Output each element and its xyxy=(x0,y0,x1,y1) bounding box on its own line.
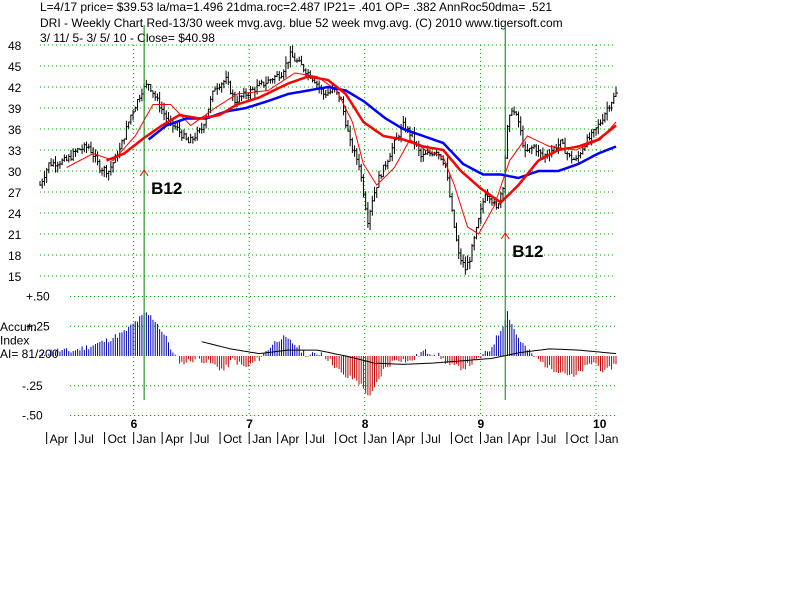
price-tick-label: 27 xyxy=(8,186,22,200)
year-label: 8 xyxy=(362,417,369,431)
accum-tick-label: +.25 xyxy=(26,319,50,333)
year-label: 7 xyxy=(246,417,253,431)
month-label: Jan xyxy=(137,432,156,446)
price-tick-label: 39 xyxy=(8,102,22,116)
month-label: Oct xyxy=(570,432,589,446)
month-label: Oct xyxy=(454,432,473,446)
ma30-line xyxy=(106,75,617,205)
month-label: Jul xyxy=(78,432,93,446)
month-label: Jul xyxy=(541,432,556,446)
price-tick-label: 30 xyxy=(8,165,22,179)
signal-arrow xyxy=(500,232,510,240)
ma13-line xyxy=(66,72,617,235)
price-tick-label: 18 xyxy=(8,249,22,263)
signal-arrow xyxy=(139,169,149,177)
month-label: Jan xyxy=(599,432,618,446)
ma52-line xyxy=(147,85,617,180)
price-tick-label: 15 xyxy=(8,270,22,284)
month-label: Jan xyxy=(368,432,387,446)
price-tick-label: 24 xyxy=(8,207,22,221)
month-label: Jul xyxy=(309,432,324,446)
accum-label-1: Accum xyxy=(0,320,37,334)
price-tick-label: 21 xyxy=(8,228,22,242)
month-label: Jan xyxy=(252,432,271,446)
month-label: Apr xyxy=(512,432,531,446)
accum-tick-label: +.50 xyxy=(26,290,50,304)
price-tick-label: 48 xyxy=(8,39,22,53)
signal-label: B12 xyxy=(512,242,543,261)
month-label: Jul xyxy=(425,432,440,446)
accum-tick-label: -.25 xyxy=(22,379,43,393)
accum-tick-label: -.50 xyxy=(22,409,43,423)
year-label: 10 xyxy=(593,417,607,431)
month-label: Oct xyxy=(339,432,358,446)
month-label: Jul xyxy=(194,432,209,446)
month-label: Apr xyxy=(50,432,69,446)
header-line-1: L=4/17 price= $39.53 la/ma=1.496 21dma.r… xyxy=(40,0,553,14)
accum-label-3: AI= 81/200 xyxy=(0,347,59,361)
month-label: Oct xyxy=(223,432,242,446)
month-label: Apr xyxy=(397,432,416,446)
header-line-2: DRI - Weekly Chart Red-13/30 week mvg.av… xyxy=(40,16,563,30)
month-label: Apr xyxy=(281,432,300,446)
year-label: 9 xyxy=(478,417,485,431)
accum-label-2: Index xyxy=(0,334,29,348)
month-label: Apr xyxy=(165,432,184,446)
price-tick-label: 36 xyxy=(8,123,22,137)
month-label: Jan xyxy=(484,432,503,446)
price-tick-label: 45 xyxy=(8,60,22,74)
header-line-3: 3/ 11/ 5- 3/ 5/ 10 - Close= $40.98 xyxy=(40,31,215,45)
accum-ma-line xyxy=(201,341,617,365)
year-label: 6 xyxy=(131,417,138,431)
month-label: Oct xyxy=(108,432,127,446)
price-tick-label: 33 xyxy=(8,144,22,158)
price-tick-label: 42 xyxy=(8,81,22,95)
signal-label: B12 xyxy=(151,179,182,198)
